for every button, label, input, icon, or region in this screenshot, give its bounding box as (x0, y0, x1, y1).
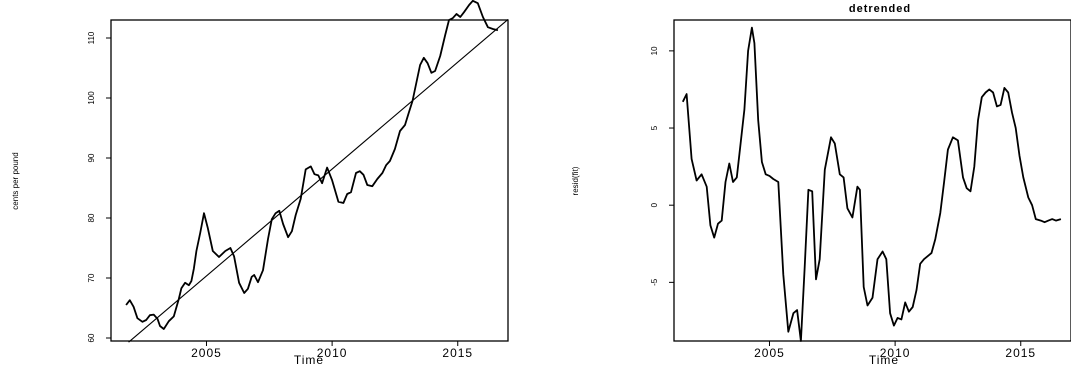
x-tick-label: 2010 (317, 346, 348, 360)
x-tick-label: 2015 (1005, 346, 1036, 360)
y-tick-label: 70 (87, 273, 96, 282)
y-tick-label: 10 (650, 46, 659, 55)
x-ticks-2: 2005 2010 2015 (754, 341, 1036, 360)
x-axis-title-1: Time (294, 353, 324, 367)
series-line-1-1 (125, 0, 499, 330)
y-tick-label: -5 (650, 278, 659, 286)
x-tick-label: 2005 (191, 346, 222, 360)
chart-title-2: detrended (849, 3, 911, 15)
panel-1: 60 70 80 90 100 110 2005 2010 2015 Time cents p… (11, 0, 509, 367)
y-tick-label: 90 (87, 153, 96, 162)
y-ticks-1: 60 70 80 90 100 110 (87, 31, 111, 342)
trend-line (128, 18, 509, 343)
y-tick-label: 0 (650, 202, 659, 207)
series-group-2 (681, 26, 1062, 342)
y-ticks-2: -5 0 5 10 (650, 46, 674, 286)
y-tick-label: 60 (87, 333, 96, 342)
series-group-1 (125, 0, 509, 343)
x-ticks-1: 2005 2010 2015 (191, 341, 473, 360)
x-tick-label: 2005 (754, 346, 785, 360)
y-axis-title-2: resid(fit) (571, 166, 580, 195)
y-tick-label: 5 (650, 125, 659, 130)
panel-2: -5 0 5 10 2005 2010 2015 detrended Time resid… (571, 3, 1071, 367)
plot-frame-2 (673, 19, 1071, 342)
plot-frame-1 (110, 19, 509, 342)
y-tick-label: 110 (87, 31, 96, 44)
x-tick-label: 2010 (880, 346, 911, 360)
series-line-2-1 (681, 26, 1062, 342)
y-tick-label: 100 (87, 91, 96, 105)
x-tick-label: 2015 (442, 346, 473, 360)
y-axis-title-1: cents per pound (11, 152, 20, 209)
y-tick-label: 80 (87, 213, 96, 222)
x-axis-title-2: Time (869, 353, 899, 367)
